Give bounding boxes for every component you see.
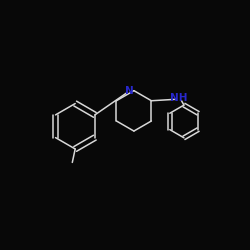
Text: NH: NH xyxy=(170,93,188,103)
Text: N: N xyxy=(125,86,134,96)
